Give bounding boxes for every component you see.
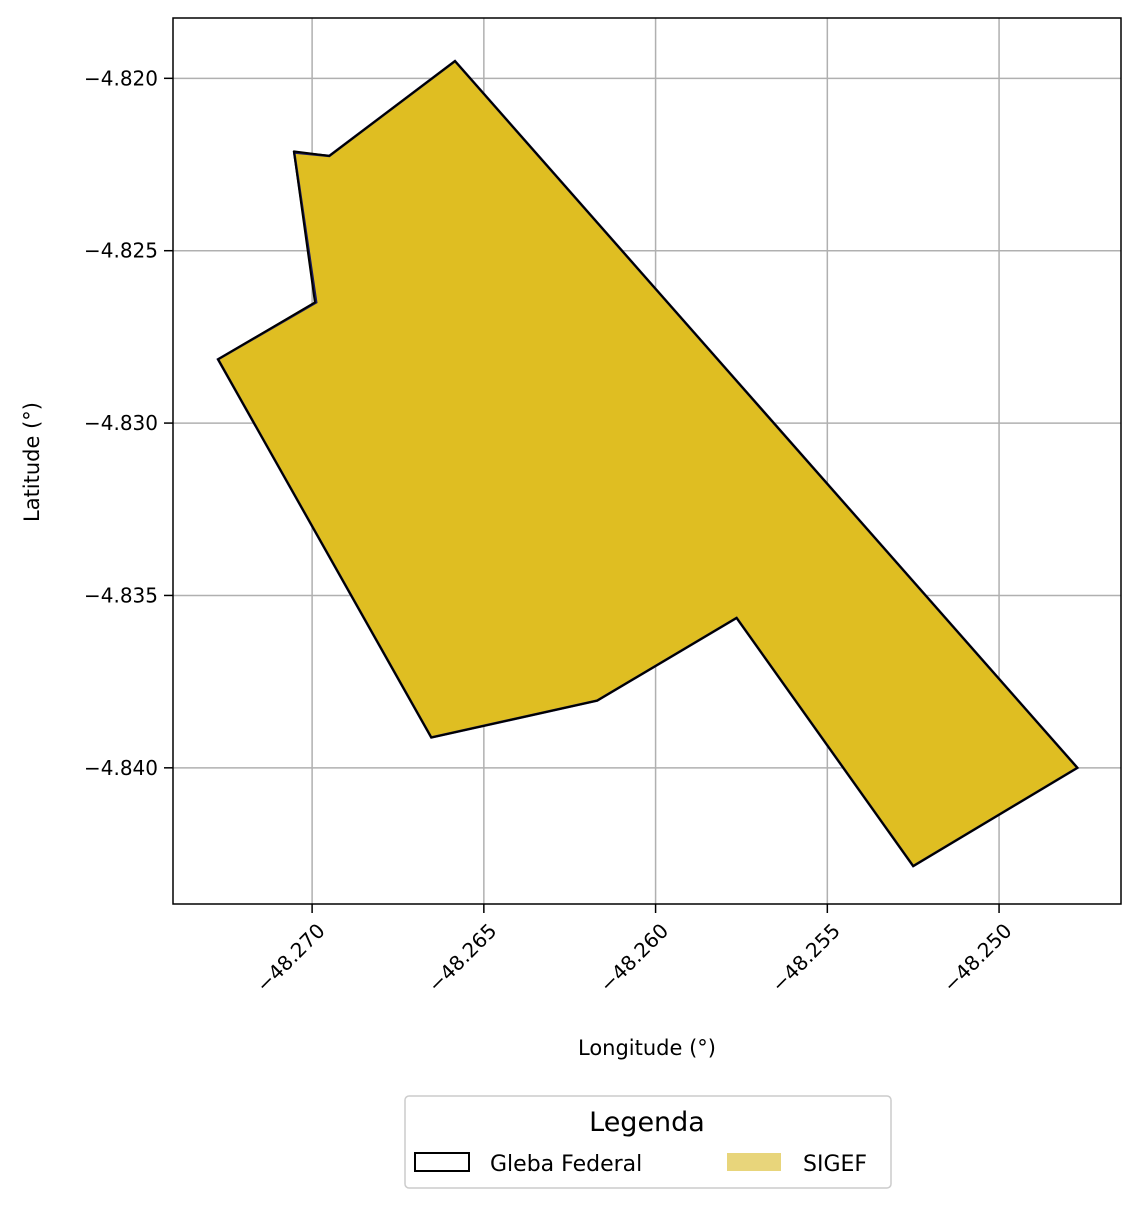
legend-label-sigef: SIGEF bbox=[803, 1152, 867, 1177]
y-axis-label: Latitude (°) bbox=[20, 402, 44, 522]
legend-title: Legenda bbox=[589, 1107, 705, 1138]
y-tick-label: −4.830 bbox=[84, 411, 158, 435]
legend: Legenda Gleba Federal SIGEF bbox=[404, 1095, 892, 1189]
legend-swatch-gleba-federal bbox=[414, 1152, 470, 1172]
y-axis: −4.820 −4.825 −4.830 −4.835 −4.840 bbox=[84, 66, 173, 780]
plot-frame bbox=[172, 17, 1122, 905]
polygon-gleba-federal bbox=[217, 60, 1079, 868]
y-tick-label: −4.840 bbox=[84, 756, 158, 780]
polygon-layer bbox=[216, 59, 1080, 868]
legend-swatch-sigef bbox=[727, 1153, 781, 1171]
y-tick-label: −4.835 bbox=[84, 583, 158, 607]
x-axis-label: Longitude (°) bbox=[578, 1036, 716, 1060]
y-tick-label: −4.820 bbox=[84, 66, 158, 90]
legend-label-gleba-federal: Gleba Federal bbox=[490, 1152, 642, 1177]
y-tick-label: −4.825 bbox=[84, 239, 158, 263]
